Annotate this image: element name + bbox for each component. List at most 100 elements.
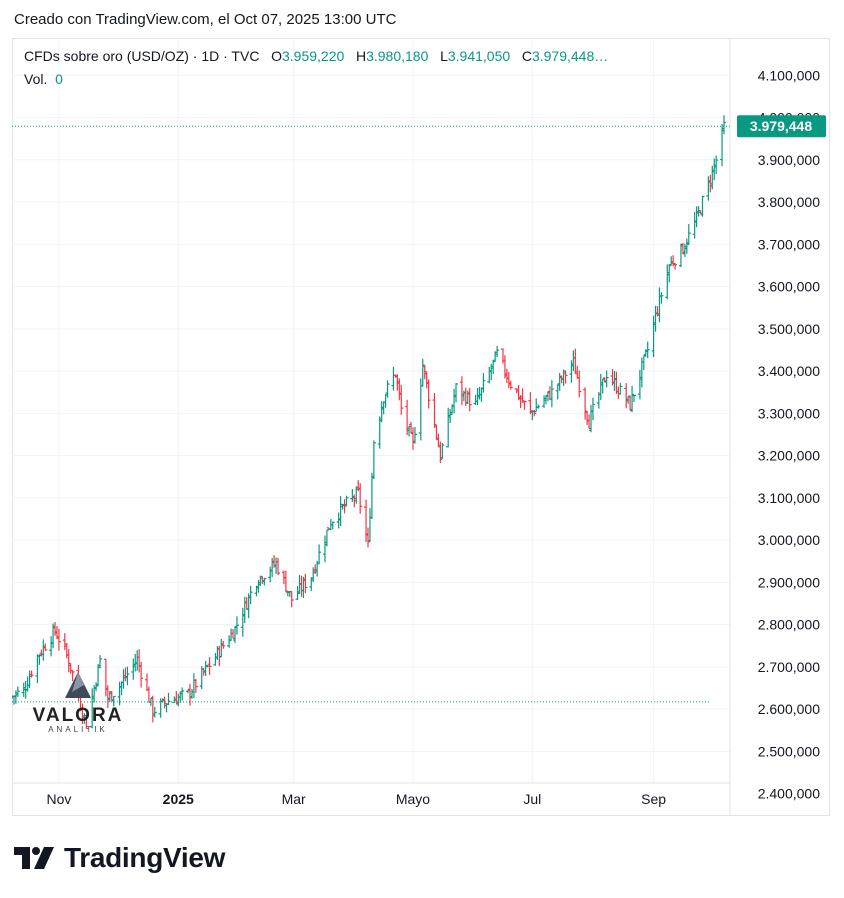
y-tick-label: 3.500,000 [758,321,820,337]
ohlc-bar [467,388,472,412]
ohlc-legend: CFDs sobre oro (USD/OZ) · 1D · TVC O3.95… [24,48,608,64]
low-value: 3.941,050 [447,48,511,64]
tradingview-logo-icon [14,847,54,869]
ohlc-bar [166,692,171,706]
y-tick-label: 2.600,000 [758,701,820,717]
ohlc-bar [358,483,363,514]
ohlc-bar [454,383,459,403]
ohlc-bar [577,370,582,398]
created-caption: Creado con TradingView.com, el Oct 07, 2… [14,11,397,28]
ohlc-bar [221,640,226,649]
ohlc-bar [162,696,167,709]
ohlc-bar [420,358,425,387]
y-tick-label: 3.100,000 [758,490,820,506]
ohlc-bar [399,384,404,415]
ohlc-bar [604,370,609,388]
ohlc-bar [448,409,453,423]
ohlc-bar [522,400,527,410]
ohlc-bar [385,380,390,398]
ohlc-bar [303,573,308,593]
ohlc-bar [418,378,423,441]
ohlc-bar [686,224,691,246]
y-tick-label: 3.200,000 [758,448,820,464]
ohlc-bar [207,657,212,675]
high-label: H [355,48,367,64]
y-tick-label: 2.500,000 [758,743,820,759]
ohlc-bar [438,441,443,464]
ohlc-bar [139,661,144,688]
ohlc-bar [422,365,427,380]
ohlc-bar [722,115,726,135]
x-tick-label: Mar [282,791,306,807]
ohlc-bar [391,366,396,391]
ohlc-bar [317,544,322,565]
y-tick-label: 3.400,000 [758,363,820,379]
low-label: L [440,48,448,64]
chart-frame [12,38,830,816]
ohlc-bar [426,379,431,409]
y-tick-label: 3.900,000 [758,152,820,168]
ohlc-bar [371,440,376,480]
ohlc-bar [283,570,288,592]
ohlc-bar [432,392,437,428]
last-price-badge-group: 3.979,448 [737,115,826,138]
ohlc-bar [495,345,500,358]
ohlc-bar [673,263,678,270]
volume-legend: Vol. 0 [24,71,63,87]
y-tick-label: 2.900,000 [758,574,820,590]
ohlc-bar [440,442,445,460]
ohlc-bar [258,575,263,586]
ohlc-bar [630,385,635,413]
ohlc-bar [324,529,329,547]
y-tick-label: 3.700,000 [758,236,820,252]
ohlc-bar [234,616,239,635]
tradingview-wordmark: TradingView [64,842,226,873]
ohlc-bar [366,527,370,548]
y-tick-label: 2.400,000 [758,786,820,802]
ohlc-bar [84,716,89,729]
y-tick-label: 3.000,000 [758,532,820,548]
ohlc-chart[interactable]: 2.400,000 2.500,000 2.600,000 2.700,000 2.80… [12,38,830,816]
close-value: 3.979,448… [531,48,609,64]
ohlc-bar [659,292,664,304]
ohlc-bar [342,499,347,514]
y-tick-label: 2.800,000 [758,617,820,633]
volume-label: Vol. [24,71,48,87]
ohlc-bar [70,669,75,682]
x-tick-label: Mayo [396,791,430,807]
ohlc-bar [152,706,157,718]
ohlc-bar [276,557,281,576]
x-tick-label: Jul [523,791,541,807]
price-axis: 2.400,000 2.500,000 2.600,000 2.700,000 2.80… [758,67,820,801]
ohlc-bar [624,383,629,409]
ohlc-bar [667,264,672,283]
y-tick-label: 3.600,000 [758,279,820,295]
y-tick-label: 2.700,000 [758,659,820,675]
tradingview-logo[interactable]: TradingView [14,842,225,874]
ohlc-bar [180,687,185,701]
ohlc-bar [714,155,719,174]
valora-watermark: VALORA ANALITIK [28,670,128,734]
ohlc-bar [248,585,253,605]
ohlc-bar [29,670,34,678]
ohlc-bar [508,380,513,390]
x-tick-label: Sep [641,791,666,807]
ohlc-bar [330,521,335,530]
y-tick-label: 3.300,000 [758,405,820,421]
valora-name: VALORA [32,705,124,726]
ohlc-bar [125,666,130,686]
open-value: 3.959,220 [282,48,345,64]
ohlc-bar [82,713,87,724]
ohlc-bar [563,370,568,384]
y-tick-label: 3.800,000 [758,194,820,210]
ohlc-bar [412,426,417,444]
ohlc-bar [98,655,103,669]
ohlc-bar [645,341,650,359]
ohlc-bar [549,380,554,408]
ohlc-bar [56,628,61,651]
y-tick-label: 4.100,000 [758,67,820,83]
volume-value: 0 [55,71,63,87]
ohlc-bar [481,373,486,393]
time-axis: Nov 2025 Mar Mayo Jul Sep [46,791,666,807]
x-tick-label: Nov [46,791,71,807]
